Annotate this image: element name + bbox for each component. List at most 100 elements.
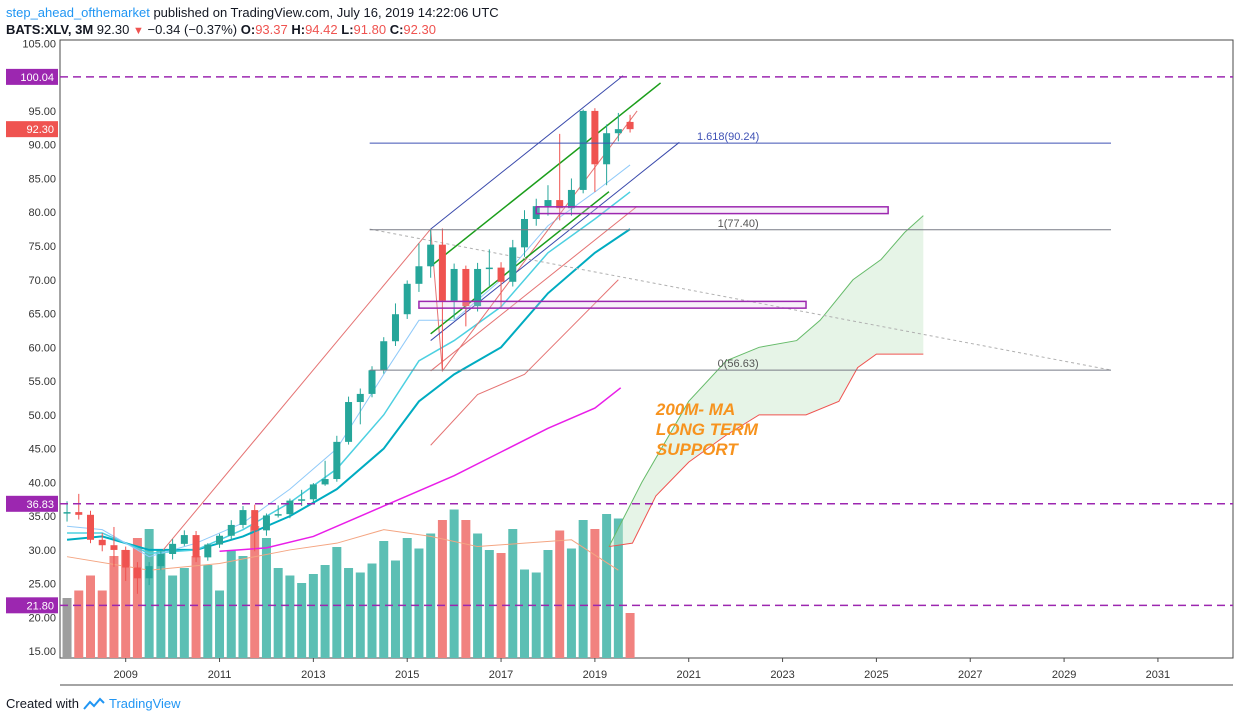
volume-bar — [238, 556, 248, 658]
volume-bar — [144, 529, 154, 658]
candle-body — [556, 200, 564, 209]
price-tag-label: 21.80 — [26, 600, 54, 612]
fib-level-label: 0(56.63) — [718, 358, 759, 370]
candle-body — [298, 499, 306, 501]
price-tag — [6, 68, 58, 85]
channel-median — [430, 205, 638, 372]
volume-bar — [203, 565, 213, 658]
price-tag — [6, 121, 58, 138]
candle-body — [509, 247, 517, 282]
price-change: −0.34 (−0.37%) — [147, 22, 238, 37]
candle-body — [309, 484, 317, 500]
candle-body — [626, 121, 634, 130]
volume-bar — [602, 514, 612, 658]
volume-bar — [285, 575, 295, 658]
y-tick-label: 65.00 — [28, 309, 56, 321]
candle-body — [356, 393, 364, 403]
candle-body — [380, 341, 388, 371]
volume-bar — [625, 613, 635, 658]
y-tick-label: 95.00 — [28, 106, 56, 118]
volume-bar — [449, 509, 459, 658]
channel-lower — [430, 141, 680, 341]
volume-bar — [590, 529, 600, 658]
candle-body — [368, 370, 376, 394]
y-tick-label: 90.00 — [28, 140, 56, 152]
volume-bar — [261, 538, 271, 658]
y-tick-label: 15.00 — [28, 646, 56, 658]
x-tick-label: 2013 — [301, 669, 325, 681]
symbol-label: BATS:XLV, 3M — [6, 22, 94, 37]
candle-body — [145, 566, 153, 579]
volume-bar — [543, 550, 553, 658]
created-with-label: Created with — [6, 696, 79, 711]
level-lines: 1.618(90.24) 1(77.40) 0(56.63) — [60, 76, 1233, 607]
candle-body — [251, 510, 259, 531]
y-tick-label: 25.00 — [28, 579, 56, 591]
high-value: 94.42 — [305, 22, 338, 37]
candle-body — [262, 515, 270, 531]
zone-rectangle — [418, 300, 807, 309]
plot-border — [59, 39, 1234, 659]
candle-body — [603, 133, 611, 165]
volume-bar — [578, 520, 588, 658]
open-label: O: — [240, 22, 256, 37]
x-tick-label: 2027 — [958, 669, 982, 681]
published-text: published on TradingView.com, July 16, 2… — [153, 5, 499, 20]
candle-body — [98, 539, 106, 546]
candle-body — [274, 514, 282, 516]
lagging-span — [66, 529, 619, 571]
x-tick-label: 2021 — [676, 669, 700, 681]
candle-body — [122, 549, 130, 568]
tradingview-brand[interactable]: TradingView — [108, 696, 181, 711]
cloud-indicator — [608, 215, 924, 548]
low-label: L: — [341, 22, 354, 37]
volume-bar — [332, 547, 342, 658]
volume-bar — [74, 590, 84, 658]
tradingview-logo-icon — [83, 697, 105, 710]
price-tag-label: 36.83 — [26, 499, 54, 511]
y-tick-label: 30.00 — [28, 545, 56, 557]
volume-bar — [121, 550, 131, 658]
high-label: H: — [291, 22, 306, 37]
candle-body — [427, 244, 435, 267]
publish-info: step_ahead_ofthemarket published on Trad… — [6, 5, 499, 20]
volume-bar — [156, 550, 166, 658]
y-tick-label: 50.00 — [28, 410, 56, 422]
x-tick-label: 2023 — [770, 669, 794, 681]
candle-body — [192, 535, 200, 558]
candle-body — [333, 441, 341, 480]
volume-bar — [297, 583, 307, 658]
annotation-line: 200M- MA — [655, 400, 735, 419]
candle-body — [86, 514, 94, 540]
volume-bar — [179, 568, 189, 658]
candle-body — [521, 218, 529, 248]
volume-bar — [344, 568, 354, 658]
channel-mid-lower — [430, 191, 610, 335]
moving-average-long — [66, 228, 631, 551]
candle-body — [227, 524, 235, 536]
volume-bar — [555, 530, 565, 658]
y-tick-label: 105.00 — [22, 38, 56, 50]
author-link[interactable]: step_ahead_ofthemarket — [6, 5, 150, 20]
volume-bar — [520, 569, 530, 658]
close-label: C: — [389, 22, 404, 37]
volume-bar — [484, 550, 494, 658]
candle-body — [133, 567, 141, 579]
trend-lines — [66, 75, 1112, 571]
candle-body — [614, 129, 622, 134]
y-tick-label: 60.00 — [28, 342, 56, 354]
volume-bar — [226, 550, 236, 658]
annotation-line: LONG TERM — [656, 420, 759, 439]
cloud-fill — [608, 215, 924, 547]
low-value: 91.80 — [353, 22, 387, 37]
candle-body — [345, 402, 353, 442]
y-tick-label: 85.00 — [28, 173, 56, 185]
y-tick-label: 80.00 — [28, 207, 56, 219]
x-tick-label: 2019 — [583, 669, 607, 681]
candle-body — [544, 200, 552, 207]
candle-body — [75, 512, 83, 515]
candle-body — [204, 544, 212, 558]
y-tick-label: 45.00 — [28, 444, 56, 456]
x-tick-label: 2017 — [489, 669, 513, 681]
